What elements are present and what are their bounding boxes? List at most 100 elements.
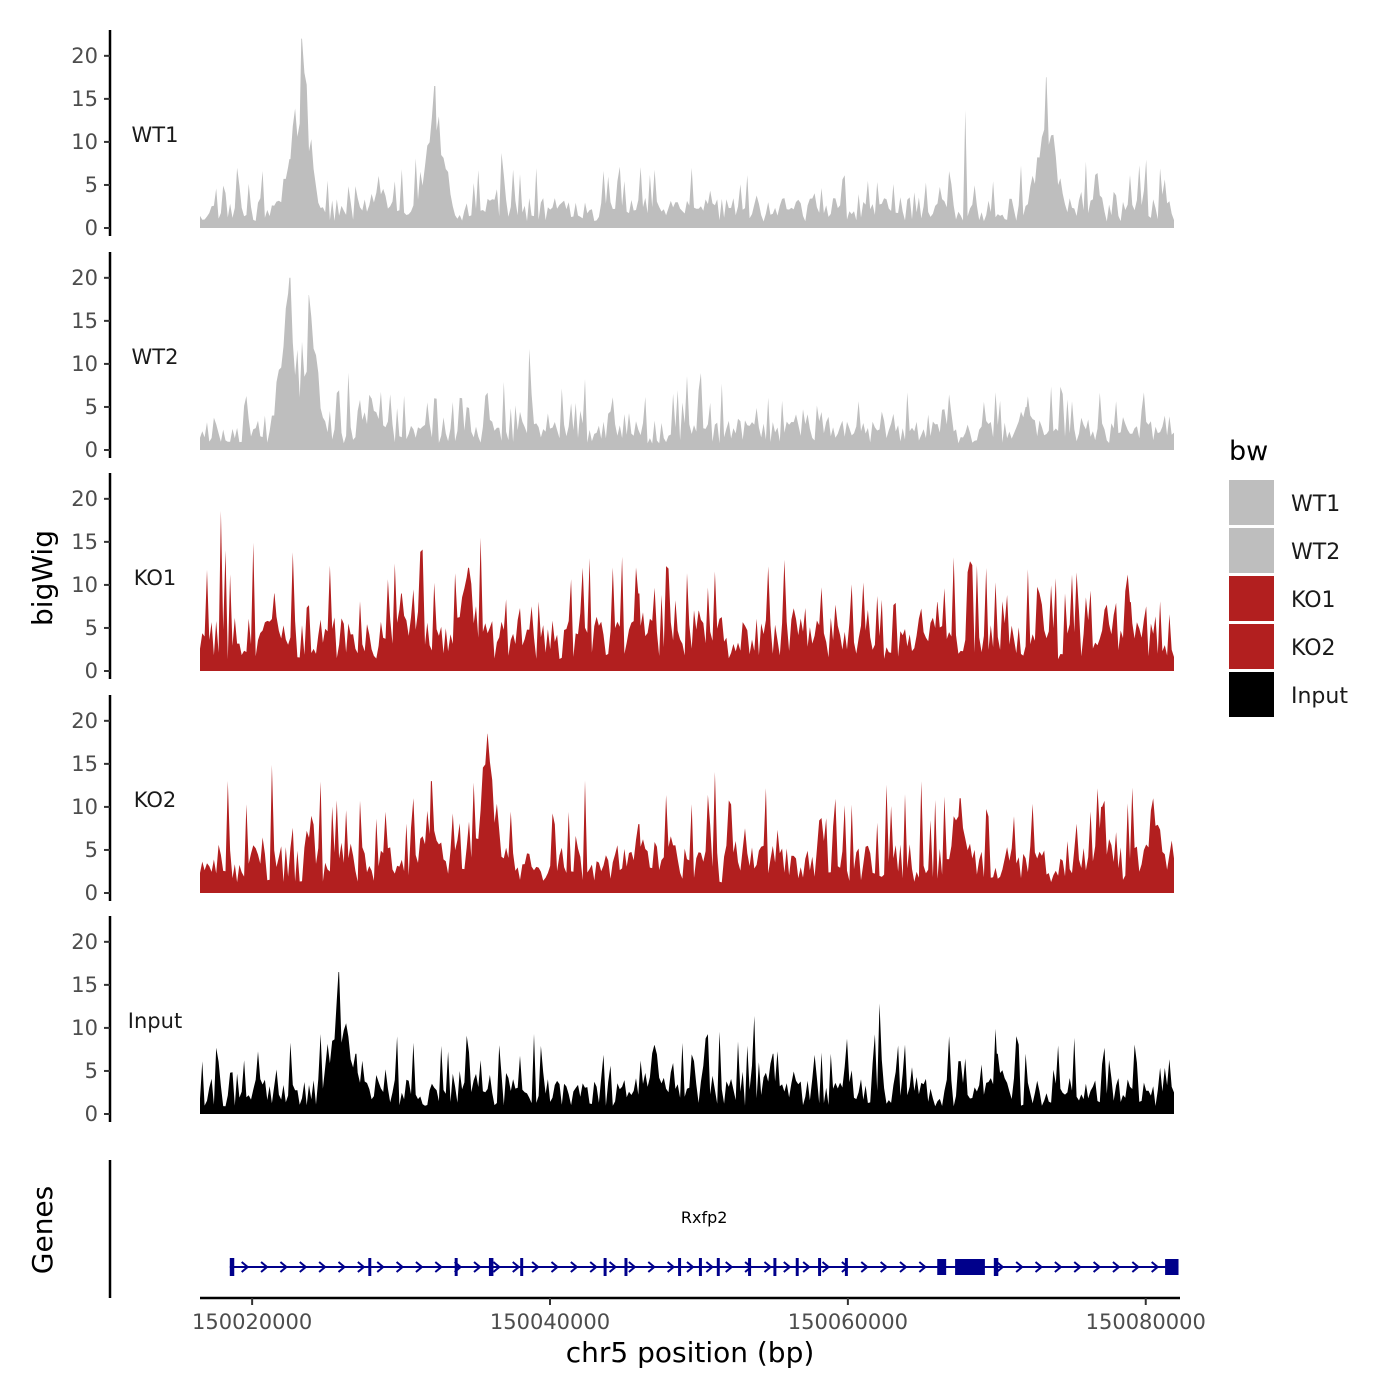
genes-axis-title: Genes	[26, 1186, 59, 1274]
gene-exon	[624, 1258, 628, 1276]
gene-exon	[229, 1258, 235, 1276]
strand-arrow	[744, 1261, 753, 1273]
gene-name-label: Rxfp2	[681, 1208, 728, 1227]
x-tick-label: 150060000	[788, 1310, 908, 1334]
y-tick-label: 10	[71, 130, 98, 154]
strand-arrow	[860, 1261, 869, 1273]
gene-exon	[454, 1258, 458, 1276]
strand-arrow	[415, 1261, 424, 1273]
y-tick-label: 5	[85, 838, 98, 862]
strand-arrow	[279, 1261, 288, 1273]
legend-entry-ko1: KO1	[1229, 576, 1336, 621]
gene-exon	[603, 1258, 607, 1276]
y-tick-label: 10	[71, 1016, 98, 1040]
legend: bw WT1 WT2 KO1 KO2 Input	[1229, 436, 1348, 717]
legend-entry-wt1: WT1	[1229, 480, 1340, 525]
strand-arrow	[357, 1261, 366, 1273]
strand-arrow	[1131, 1261, 1140, 1273]
x-axis-title: chr5 position (bp)	[566, 1336, 815, 1369]
y-tick-label: 15	[71, 87, 98, 111]
gene-exon	[716, 1258, 720, 1276]
strand-arrow	[725, 1261, 734, 1273]
legend-label: WT2	[1291, 540, 1340, 565]
strand-arrow	[783, 1261, 792, 1273]
legend-entry-input: Input	[1229, 672, 1348, 717]
gene-exon	[955, 1259, 985, 1275]
coverage-area-ko1	[200, 510, 1174, 671]
legend-entry-wt2: WT2	[1229, 528, 1340, 573]
legend-entry-ko2: KO2	[1229, 624, 1336, 669]
strand-arrow	[879, 1261, 889, 1273]
strand-arrow	[686, 1261, 695, 1273]
track-wt2: 0 5 10 15 20 WT2	[71, 252, 1174, 462]
gene-exon	[1165, 1259, 1179, 1275]
y-tick-label: 5	[85, 395, 98, 419]
y-tick-label: 15	[71, 530, 98, 554]
strand-arrow	[1092, 1261, 1102, 1273]
y-tick-label: 10	[71, 795, 98, 819]
strand-arrow	[918, 1261, 927, 1273]
gene-rxfp2: Rxfp2	[229, 1208, 1179, 1276]
strand-arrow	[337, 1261, 347, 1273]
strand-arrow	[260, 1261, 269, 1273]
strand-arrow	[376, 1261, 385, 1273]
y-tick-label: 5	[85, 1059, 98, 1083]
strand-arrow	[841, 1261, 850, 1273]
strand-arrow	[395, 1261, 405, 1273]
track-label: KO1	[134, 566, 177, 590]
y-tick-label: 20	[71, 487, 98, 511]
gene-exon	[818, 1258, 822, 1276]
track-input: 0 5 10 15 20 Input	[71, 916, 1174, 1126]
y-tick-label: 20	[71, 44, 98, 68]
y-tick-label: 5	[85, 173, 98, 197]
strand-arrow	[705, 1261, 714, 1273]
strand-arrow	[647, 1261, 656, 1273]
strand-arrow	[434, 1261, 443, 1273]
gene-exon	[698, 1258, 702, 1276]
gene-exon	[368, 1258, 372, 1276]
x-tick-label: 150020000	[192, 1310, 312, 1334]
track-ko1: 0 5 10 15 20 KO1	[71, 473, 1174, 683]
x-tick-label: 150080000	[1086, 1310, 1206, 1334]
strand-arrow	[666, 1261, 676, 1273]
coverage-area-ko2	[200, 733, 1174, 893]
strand-arrow	[492, 1261, 501, 1273]
strand-arrow	[1151, 1261, 1160, 1273]
gene-exon	[488, 1258, 494, 1276]
strand-arrow	[531, 1261, 540, 1273]
legend-swatch	[1229, 624, 1274, 669]
strand-arrow	[1054, 1261, 1063, 1273]
coverage-area-input	[200, 972, 1174, 1114]
y-tick-label: 10	[71, 352, 98, 376]
strand-arrow	[473, 1261, 482, 1273]
y-tick-label: 20	[71, 266, 98, 290]
track-label: Input	[128, 1009, 182, 1033]
y-tick-label: 20	[71, 709, 98, 733]
y-tick-label: 0	[85, 216, 98, 240]
strand-arrow	[763, 1261, 773, 1273]
gene-exon	[993, 1258, 999, 1276]
strand-arrow	[512, 1261, 521, 1273]
strand-arrow	[628, 1261, 637, 1273]
y-tick-label: 15	[71, 309, 98, 333]
track-label: WT2	[132, 345, 179, 369]
track-label: KO2	[134, 788, 177, 812]
strand-arrow	[1034, 1261, 1044, 1273]
coverage-area-wt1	[200, 38, 1174, 228]
strand-arrow	[299, 1261, 308, 1273]
y-tick-label: 20	[71, 930, 98, 954]
strand-arrow	[996, 1261, 1005, 1273]
legend-swatch	[1229, 672, 1274, 717]
y-tick-label: 10	[71, 573, 98, 597]
strand-arrow	[241, 1261, 250, 1273]
y-tick-label: 0	[85, 659, 98, 683]
y-tick-label: 0	[85, 881, 98, 905]
track-ko2: 0 5 10 15 20 KO2	[71, 695, 1174, 905]
gene-exon	[844, 1258, 848, 1276]
legend-swatch	[1229, 480, 1274, 525]
coverage-tracks: 0 5 10 15 20 WT1 0 5 10 15 20 WT2 0 5 10 15 20 KO1 0 5 10 15 2…	[71, 30, 1174, 1126]
legend-label: WT1	[1291, 492, 1340, 517]
track-wt1: 0 5 10 15 20 WT1	[71, 30, 1174, 240]
legend-label: KO2	[1291, 636, 1336, 661]
